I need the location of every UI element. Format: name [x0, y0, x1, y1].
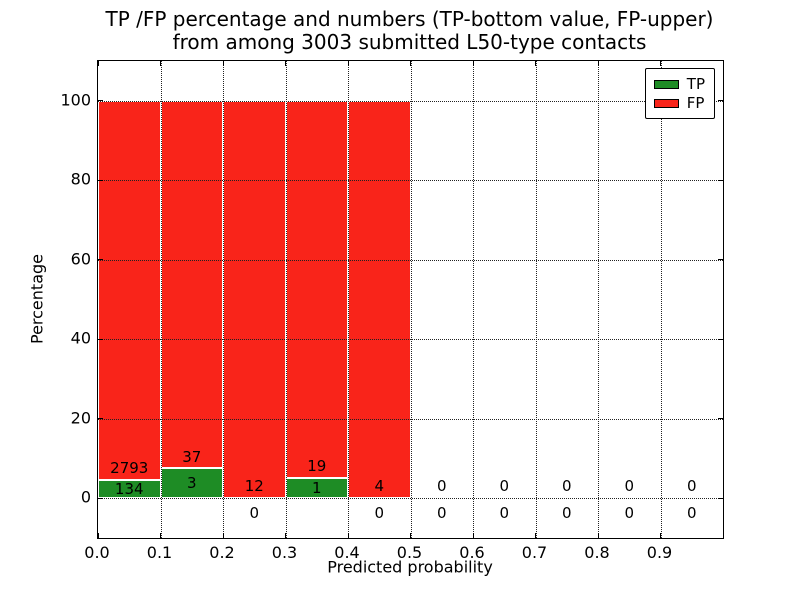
tp-bar-segment: [98, 480, 161, 499]
x-tick-mark: [222, 533, 224, 538]
tp-count-label: 1: [311, 479, 322, 498]
x-gridline: [535, 61, 537, 538]
y-tick-mark: [718, 259, 723, 261]
x-tick-mark: [285, 61, 286, 66]
x-tick-label: 0.2: [209, 543, 235, 562]
fp-count-label: 0: [436, 477, 447, 496]
x-tick-label: 0.7: [521, 543, 548, 562]
x-tick-mark: [660, 533, 661, 538]
x-tick-mark: [472, 533, 474, 538]
x-tick-mark: [160, 61, 161, 66]
x-tick-mark: [410, 533, 411, 538]
y-tick-label: 0: [80, 487, 91, 507]
chart-title-line1: TP /FP percentage and numbers (TP-bottom…: [105, 7, 714, 31]
x-tick-mark: [347, 61, 349, 66]
tp-count-label: 0: [561, 504, 572, 523]
fp-bar-segment: [98, 100, 161, 481]
x-axis-label: Predicted probability: [327, 557, 493, 577]
x-tick-mark: [410, 61, 411, 66]
fp-legend-label: FP: [686, 94, 705, 112]
y-tick-mark: [98, 179, 103, 181]
fp-count-label: 19: [307, 457, 327, 476]
x-gridline: [473, 61, 474, 538]
x-tick-label: 0.0: [84, 543, 110, 562]
fp-bar-segment: [348, 100, 411, 499]
tp-count-label: 0: [624, 504, 635, 523]
x-tick-mark: [160, 533, 161, 538]
x-tick-label: 0.8: [584, 543, 610, 562]
y-tick-mark: [98, 338, 103, 340]
x-gridline: [410, 61, 412, 538]
x-tick-label: 0.9: [646, 543, 673, 562]
x-tick-mark: [97, 533, 99, 538]
fp-count-label: 4: [374, 477, 385, 496]
tp-count-label: 0: [436, 504, 447, 523]
y-tick-label: 20: [70, 408, 91, 428]
tp-count-label: 0: [499, 504, 510, 523]
legend-item-tp: TP: [653, 75, 705, 93]
x-tick-mark: [660, 61, 661, 66]
x-tick-mark: [222, 61, 224, 66]
tp-count-label: 3: [186, 474, 197, 493]
x-tick-mark: [97, 61, 99, 66]
tp-legend-swatch: [653, 79, 679, 89]
tp-count-label: 134: [114, 480, 144, 499]
x-gridline: [160, 61, 162, 538]
chart-title: TP /FP percentage and numbers (TP-bottom…: [97, 8, 722, 54]
y-tick-mark: [718, 497, 723, 499]
y-tick-label: 60: [70, 249, 91, 269]
legend-item-fp: FP: [653, 94, 705, 112]
x-tick-mark: [597, 61, 599, 66]
x-gridline: [223, 61, 224, 538]
x-tick-mark: [285, 533, 286, 538]
y-tick-label: 80: [70, 169, 91, 189]
fp-count-label: 0: [561, 477, 572, 496]
y-tick-label: 40: [70, 328, 91, 348]
x-tick-mark: [535, 61, 536, 66]
fp-count-label: 12: [244, 477, 264, 496]
x-tick-label: 0.4: [334, 543, 360, 562]
x-tick-label: 0.5: [396, 543, 423, 562]
y-tick-label: 100: [60, 90, 91, 110]
fp-legend-swatch: [653, 98, 679, 108]
fp-count-label: 37: [182, 447, 202, 466]
x-tick-mark: [472, 61, 474, 66]
fp-bar-segment: [285, 100, 348, 479]
y-tick-mark: [718, 100, 723, 102]
y-tick-mark: [98, 418, 103, 420]
tp-bar-segment: [160, 468, 223, 499]
fp-count-label: 2793: [110, 459, 149, 478]
x-tick-mark: [347, 533, 349, 538]
tp-count-label: 0: [686, 504, 697, 523]
x-tick-label: 0.3: [271, 543, 298, 562]
y-tick-mark: [718, 338, 723, 340]
tp-count-label: 0: [374, 504, 385, 523]
x-gridline: [660, 61, 662, 538]
y-tick-mark: [718, 418, 723, 420]
fp-bar-segment: [223, 100, 286, 499]
fp-bar-segment: [160, 100, 223, 469]
x-gridline: [285, 61, 287, 538]
plot-area: TP FP 2793 134 37 3 12 0 19 1 4 0 0 0 0 0 0 0 0 0 0 0: [97, 60, 724, 539]
x-gridline: [598, 61, 599, 538]
y-tick-mark: [98, 100, 103, 102]
tp-count-label: 0: [249, 504, 260, 523]
y-tick-mark: [98, 497, 103, 499]
x-tick-mark: [597, 533, 599, 538]
tp-legend-label: TP: [686, 75, 705, 93]
fp-count-label: 0: [624, 477, 635, 496]
x-tick-label: 0.1: [146, 543, 173, 562]
x-tick-label: 0.6: [459, 543, 485, 562]
y-tick-mark: [718, 179, 723, 181]
x-gridline: [348, 61, 349, 538]
fp-count-label: 0: [686, 477, 697, 496]
legend: TP FP: [644, 68, 715, 119]
x-tick-mark: [535, 533, 536, 538]
fp-count-label: 0: [499, 477, 510, 496]
chart-title-line2: from among 3003 submitted L50-type conta…: [172, 30, 647, 54]
y-tick-mark: [98, 259, 103, 261]
